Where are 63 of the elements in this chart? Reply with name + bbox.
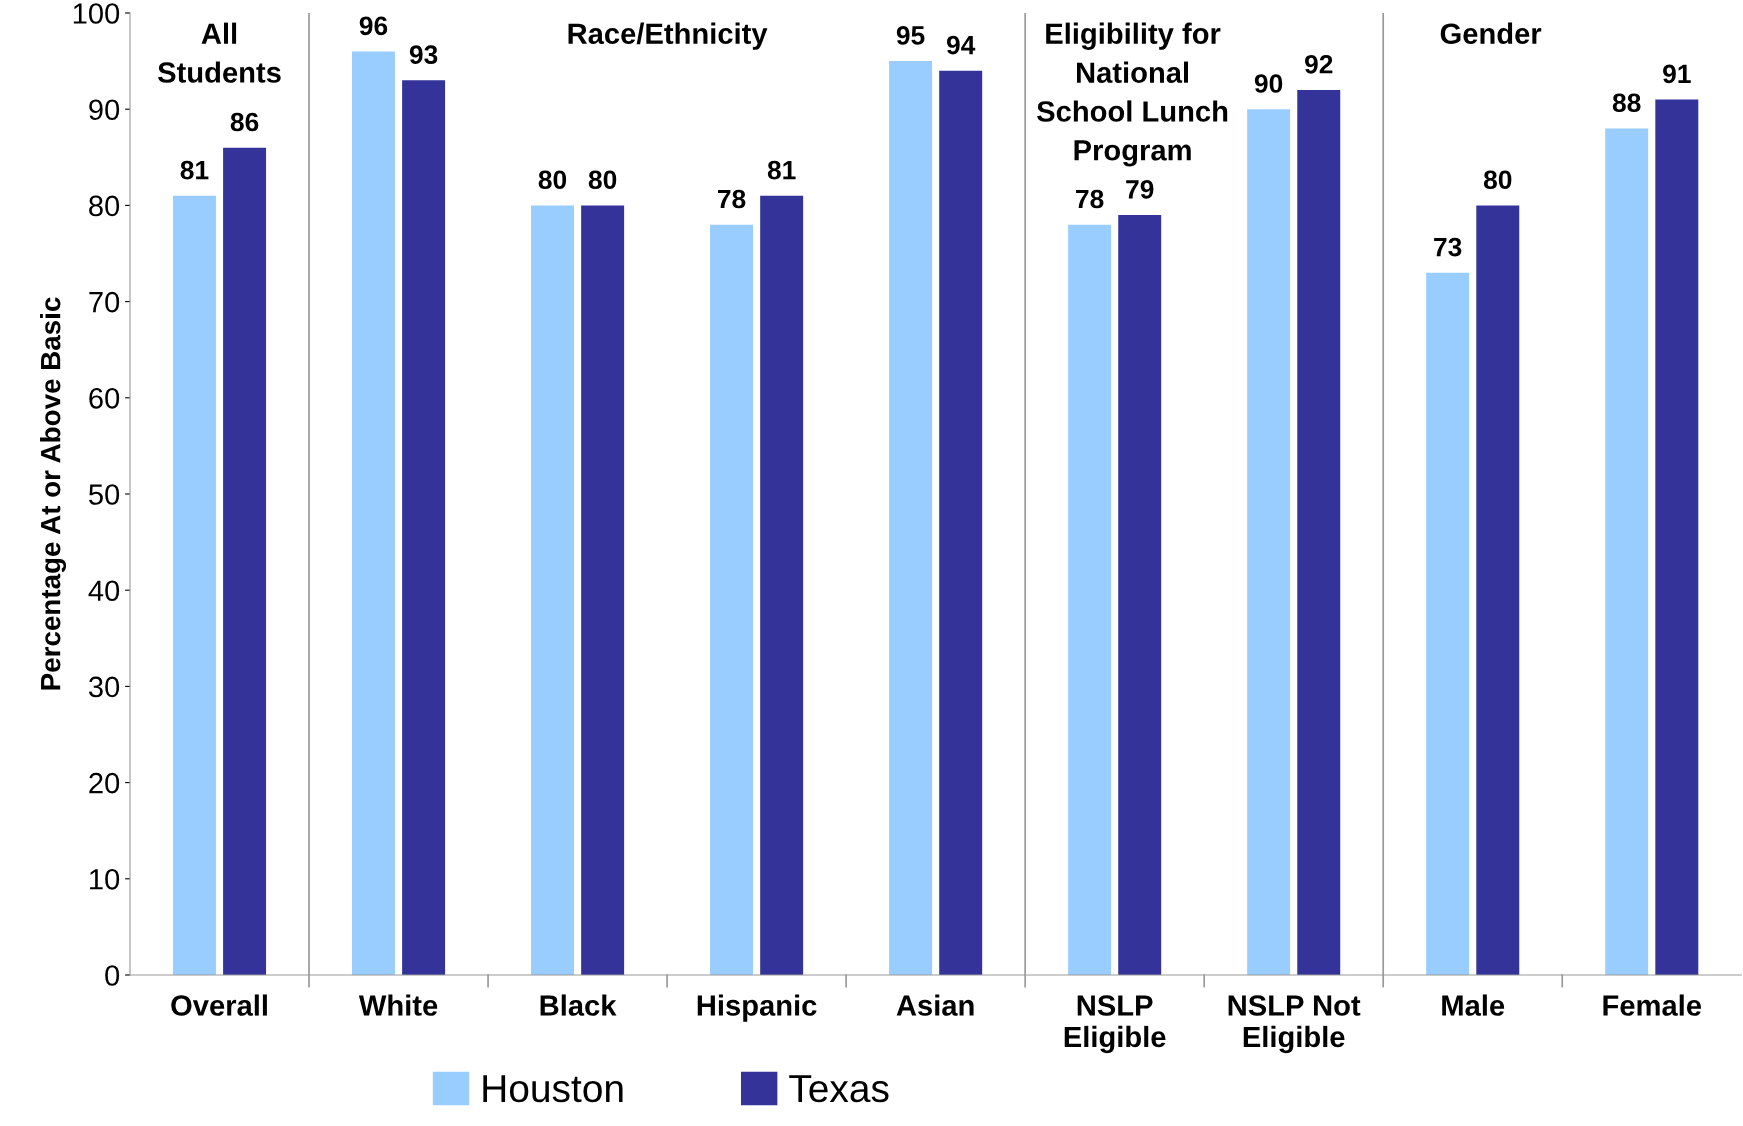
x-tick-label: NSLP Not Eligible xyxy=(1228,995,1361,1054)
x-tick-label: NSLP Eligible xyxy=(1064,995,1166,1054)
bar xyxy=(1118,215,1162,975)
bar xyxy=(1297,89,1341,975)
data-label: 79 xyxy=(1126,180,1154,199)
bar xyxy=(1247,109,1291,975)
data-label: 94 xyxy=(946,35,976,55)
x-tick-label: White xyxy=(358,994,438,1016)
y-tick-label: 30 xyxy=(88,676,120,698)
data-label: 93 xyxy=(409,45,438,65)
data-label: 88 xyxy=(1612,93,1641,113)
y-tick-label: 70 xyxy=(89,291,120,313)
x-tick-label: Asian xyxy=(896,994,974,1016)
data-label: 91 xyxy=(1663,64,1691,84)
data-label: 78 xyxy=(718,189,746,209)
data-label: 92 xyxy=(1304,54,1333,74)
bar xyxy=(1655,99,1699,975)
annotation: All Students xyxy=(157,22,281,83)
data-label: 80 xyxy=(1483,170,1512,190)
bar xyxy=(352,51,395,975)
x-tick-label: Female xyxy=(1603,994,1702,1016)
data-label: 96 xyxy=(359,16,388,36)
bar xyxy=(402,80,446,975)
y-tick-label: 0 xyxy=(105,965,120,986)
bar xyxy=(1426,272,1470,975)
legend-label: Houston xyxy=(483,1075,623,1103)
x-tick-label: Black xyxy=(540,994,617,1016)
y-tick-label: 90 xyxy=(89,99,120,121)
x-tick-label: Male xyxy=(1442,994,1505,1016)
annotation: Gender xyxy=(1440,22,1542,45)
data-label: 81 xyxy=(767,160,796,180)
y-tick-label: 60 xyxy=(89,388,120,409)
y-tick-label: 50 xyxy=(89,484,120,505)
bar xyxy=(172,195,216,975)
legend-label: Texas xyxy=(789,1075,889,1103)
bar xyxy=(223,147,267,975)
data-label: 81 xyxy=(180,160,209,180)
annotation: Eligibility for National School Lunch Program xyxy=(1037,22,1228,167)
bar xyxy=(889,61,933,975)
bar xyxy=(1605,128,1649,975)
data-label: 80 xyxy=(538,170,567,190)
data-label: 90 xyxy=(1254,74,1283,93)
y-tick-label: 40 xyxy=(88,580,120,602)
data-label: 78 xyxy=(1076,189,1104,209)
y-axis-title: Percentage At or Above Basic xyxy=(40,297,67,690)
bar xyxy=(1476,205,1520,975)
data-label: 73 xyxy=(1434,237,1462,257)
bar xyxy=(1068,224,1112,975)
y-tick-label: 10 xyxy=(90,869,120,890)
data-label: 86 xyxy=(230,112,259,132)
bar xyxy=(710,224,754,975)
y-tick-label: 80 xyxy=(89,195,120,217)
x-tick-label: Hispanic xyxy=(697,994,817,1022)
x-tick-label: Overall xyxy=(171,994,267,1016)
data-label: 95 xyxy=(896,26,925,45)
annotation: Race/Ethnicity xyxy=(568,22,768,50)
y-tick-label: 20 xyxy=(89,772,120,794)
y-tick-label: 100 xyxy=(73,3,120,24)
bar xyxy=(531,205,574,975)
bar xyxy=(581,205,625,975)
bar xyxy=(760,195,804,975)
bar xyxy=(939,70,983,975)
data-label: 80 xyxy=(588,170,617,190)
